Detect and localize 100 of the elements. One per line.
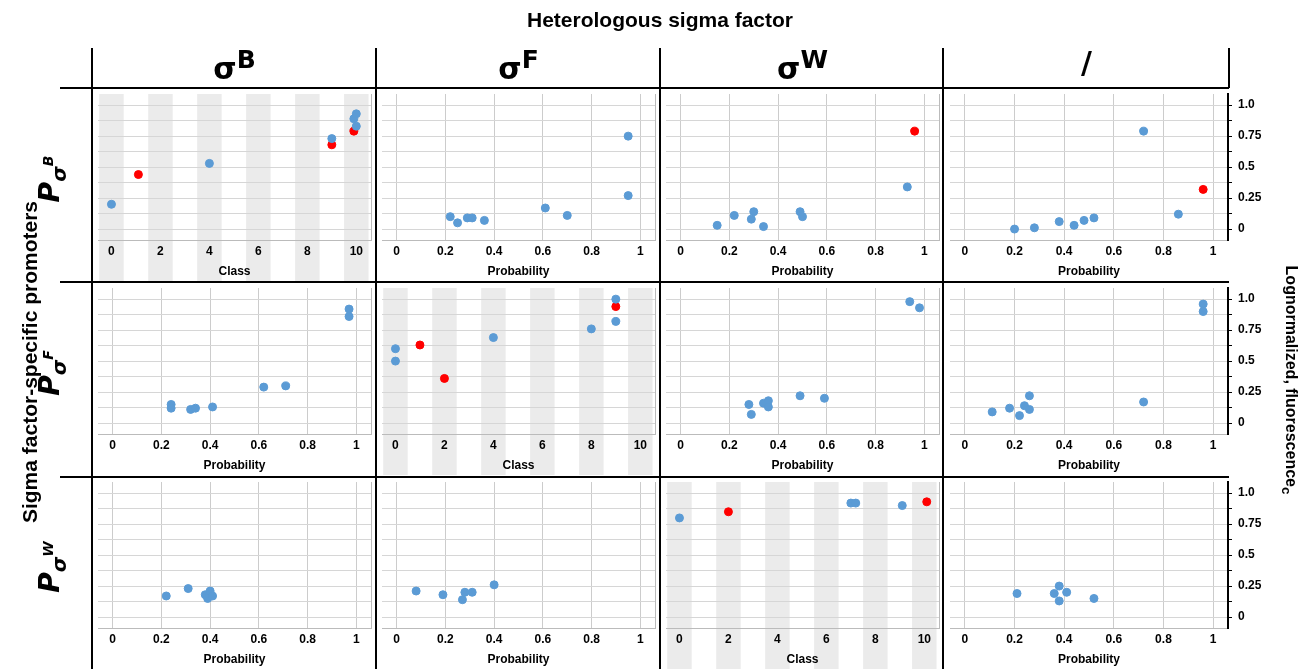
point — [204, 158, 214, 168]
point — [438, 590, 448, 600]
x-tick-label: 0.4 — [201, 437, 219, 452]
x-tick-label: 0 — [961, 631, 969, 646]
x-axis-title: Probability — [771, 458, 834, 473]
point — [1024, 404, 1034, 414]
x-tick-label: 6 — [255, 243, 263, 258]
chart-title: σ$^{F}$ — [497, 45, 540, 86]
x-tick-label: 0.8 — [583, 631, 601, 646]
x-tick-label: 0.8 — [867, 437, 885, 452]
point — [489, 580, 499, 590]
x-axis-title: Probability — [1057, 264, 1121, 279]
point — [259, 382, 269, 392]
x-tick-label: 0.6 — [818, 243, 836, 258]
point — [411, 586, 421, 596]
point — [611, 302, 621, 312]
x-tick-label: 0.8 — [1155, 631, 1173, 646]
x-tick-label: 0.8 — [583, 243, 601, 258]
y-tick-label: 0 — [1238, 415, 1245, 430]
x-tick-label: 0.4 — [1055, 631, 1073, 646]
point — [344, 312, 354, 321]
x-tick-label: 0.8 — [867, 243, 885, 258]
point — [457, 595, 467, 605]
point — [1054, 217, 1064, 227]
x-tick-label: 1 — [1209, 243, 1217, 258]
point — [344, 304, 354, 314]
chart-title: σ$^{B}$ — [212, 45, 257, 86]
point — [746, 409, 756, 419]
point — [1173, 209, 1183, 219]
x-tick-label: 10 — [633, 437, 648, 452]
x-axis-title: Class — [502, 458, 535, 473]
x-tick-label: 0.8 — [299, 437, 317, 452]
x-tick-label: 0.8 — [1155, 243, 1173, 258]
x-axis-title: Probability — [203, 652, 266, 667]
x-tick-label: 0 — [109, 437, 117, 452]
point — [281, 381, 291, 391]
point — [183, 584, 193, 594]
x-tick-label: 0.4 — [485, 243, 503, 258]
point — [611, 316, 621, 326]
x-tick-label: 0.2 — [1006, 437, 1024, 452]
point — [915, 303, 924, 313]
x-tick-label: 0.8 — [1155, 437, 1173, 452]
point — [390, 356, 400, 366]
point — [586, 324, 596, 334]
x-tick-label: 0.6 — [1105, 437, 1123, 452]
y-tick-label: 1.0 — [1238, 97, 1256, 112]
y-tick-label: 0 — [1238, 221, 1245, 236]
y-tick-label: 0.75 — [1238, 322, 1262, 337]
point — [1139, 397, 1149, 407]
point — [453, 218, 463, 228]
point — [746, 214, 756, 224]
point — [729, 210, 739, 220]
x-tick-label: 0.6 — [818, 437, 836, 452]
point — [467, 587, 477, 597]
x-tick-label: 2 — [157, 243, 165, 258]
point — [1054, 596, 1064, 606]
point — [351, 109, 361, 119]
point — [1012, 589, 1022, 599]
x-tick-label: 4 — [206, 243, 214, 258]
point — [445, 212, 455, 222]
y-tick-label: 0.5 — [1238, 159, 1256, 174]
x-tick-label: 10 — [349, 243, 364, 258]
x-tick-label: 0.6 — [250, 631, 268, 646]
point — [749, 207, 759, 217]
point — [674, 513, 684, 523]
point — [763, 402, 773, 412]
text: Heterologous sigma factor — [525, 8, 795, 32]
y-tick-label: 1.0 — [1238, 291, 1256, 306]
point — [1198, 307, 1208, 317]
y-tick-label: 1.0 — [1238, 485, 1256, 500]
x-tick-label: 1 — [353, 437, 361, 452]
x-axis-title: Probability — [771, 264, 834, 279]
point — [1010, 224, 1020, 234]
point — [1054, 581, 1064, 591]
point — [712, 220, 722, 230]
point — [439, 373, 449, 383]
point — [922, 497, 932, 507]
x-tick-label: 0 — [677, 437, 685, 452]
point — [1089, 593, 1099, 603]
x-tick-label: 0 — [108, 243, 116, 258]
y-tick-label: 0.5 — [1238, 353, 1256, 368]
x-tick-label: 1 — [1209, 437, 1217, 452]
point — [819, 393, 829, 403]
x-axis-title: Probability — [487, 652, 550, 667]
x-axis-title: Probability — [1057, 652, 1121, 667]
x-tick-label: 4 — [490, 437, 498, 452]
x-tick-label: 0.2 — [1006, 631, 1024, 646]
point — [460, 587, 470, 597]
x-tick-label: 0.6 — [534, 631, 552, 646]
x-tick-label: 0.4 — [201, 631, 219, 646]
x-axis-title: Class — [786, 652, 819, 667]
x-tick-label: 0 — [392, 437, 400, 452]
x-tick-label: 0.8 — [299, 631, 317, 646]
x-axis-title: Probability — [487, 264, 550, 279]
point — [161, 591, 171, 601]
point — [759, 222, 768, 232]
x-tick-label: 0.4 — [485, 631, 503, 646]
point — [327, 134, 337, 144]
point — [623, 191, 633, 201]
point — [611, 294, 621, 304]
